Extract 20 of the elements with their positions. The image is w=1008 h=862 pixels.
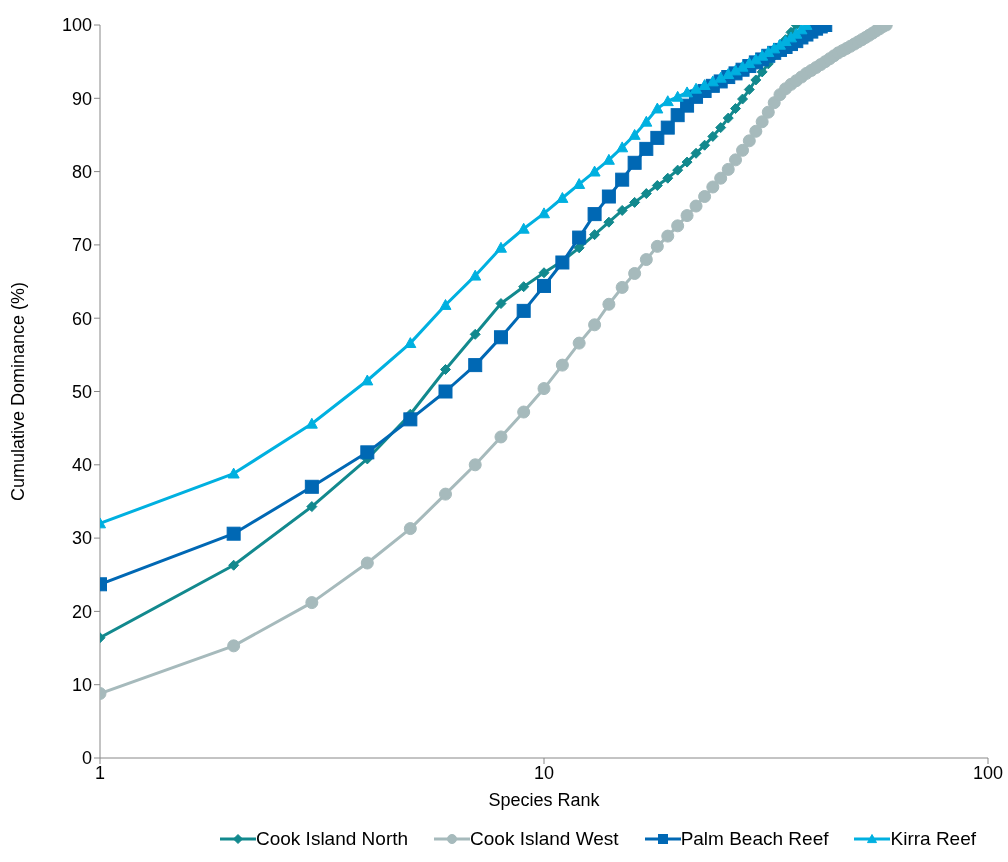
y-tick-label: 0	[81, 748, 92, 769]
y-tick-label: 70	[71, 235, 92, 256]
legend-label: Kirra Reef	[890, 828, 977, 850]
x-axis-title: Species Rank	[488, 790, 601, 810]
y-tick-label: 60	[71, 308, 92, 329]
legend-label: Cook Island West	[470, 828, 619, 850]
x-tick-label: 10	[533, 762, 555, 783]
legend-label: Cook Island North	[255, 828, 409, 850]
x-tick-label: 100	[972, 762, 1004, 783]
y-tick-label: 100	[61, 15, 92, 36]
y-tick-label: 10	[71, 675, 92, 696]
x-tick-label: 1	[94, 762, 106, 783]
y-tick-label: 30	[71, 528, 92, 549]
y-tick-label: 80	[71, 161, 92, 182]
y-tick-label: 90	[71, 88, 92, 109]
y-tick-label: 50	[71, 381, 92, 402]
y-tick-label: 20	[71, 601, 92, 622]
legend-label: Palm Beach Reef	[680, 828, 829, 850]
y-axis-title: Cumulative Dominance (%)	[8, 281, 29, 502]
y-tick-label: 40	[71, 455, 92, 476]
